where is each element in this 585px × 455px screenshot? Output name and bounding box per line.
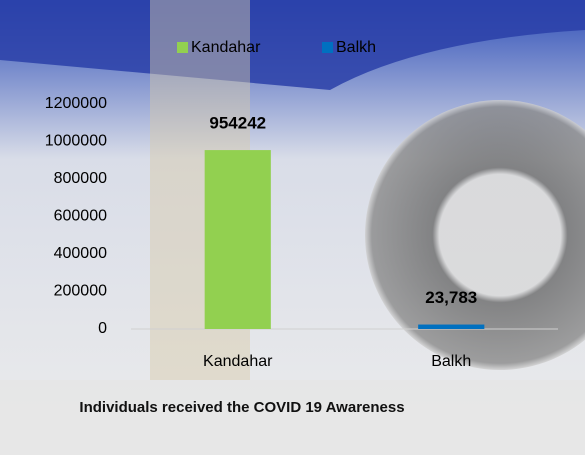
x-tick-label: Balkh xyxy=(431,353,471,370)
bar xyxy=(418,325,484,329)
x-tick-label: Kandahar xyxy=(203,353,273,370)
data-label: 23,783 xyxy=(425,288,477,307)
y-tick-label: 1200000 xyxy=(45,95,107,112)
legend-swatch xyxy=(322,42,333,53)
bar xyxy=(205,150,271,329)
y-tick-label: 1000000 xyxy=(45,133,107,150)
chart: 0 200000 400000 600000 800000 1000000 1200000 K… xyxy=(0,0,585,455)
y-tick-label: 600000 xyxy=(54,208,107,225)
screenshot: 0 200000 400000 600000 800000 1000000 1200000 K… xyxy=(0,0,585,455)
data-label: 954242 xyxy=(209,114,266,133)
y-tick-label: 200000 xyxy=(54,283,107,300)
y-tick-label: 0 xyxy=(98,320,107,337)
y-tick-label: 800000 xyxy=(54,170,107,187)
legend-label: Kandahar xyxy=(191,39,261,56)
legend-swatch xyxy=(177,42,188,53)
legend-label: Balkh xyxy=(336,39,376,56)
y-tick-label: 400000 xyxy=(54,245,107,262)
chart-title: Individuals received the COVID 19 Awaren… xyxy=(62,398,422,418)
